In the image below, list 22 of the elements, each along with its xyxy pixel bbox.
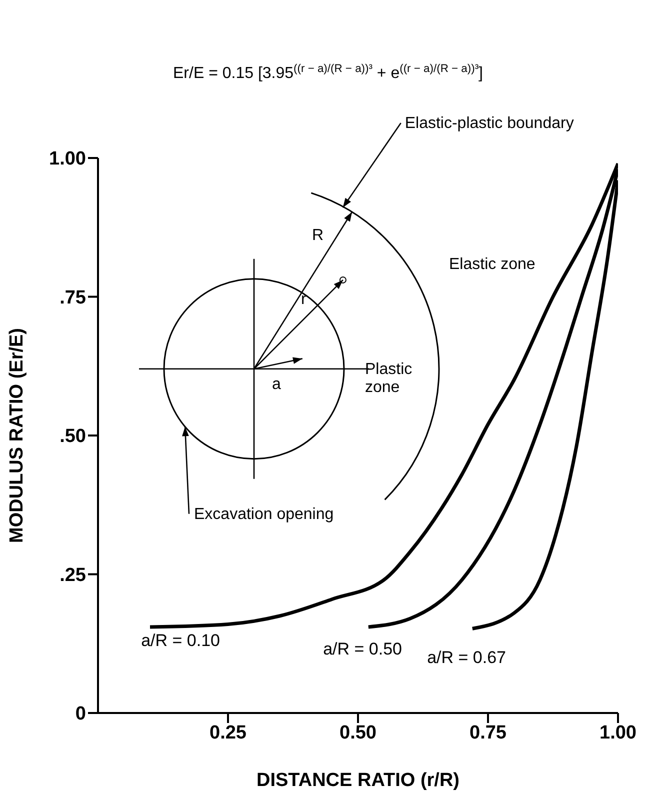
annotation: Excavation opening — [194, 506, 334, 523]
x-tick-label: 0.50 — [340, 722, 376, 744]
y-tick-label: 0 — [75, 704, 86, 725]
annotation: Plastic zone — [365, 360, 412, 396]
annotation: a — [272, 376, 281, 393]
y-axis-title: MODULUS RATIO (Er/E) — [6, 328, 28, 543]
series-label: a/R = 0.50 — [323, 640, 402, 659]
annotation: Elastic zone — [449, 256, 536, 273]
x-tick-label: 0.75 — [470, 722, 507, 744]
y-tick-label: .75 — [60, 287, 86, 308]
y-tick-label: 1.00 — [49, 148, 86, 170]
x-tick-label: 0.25 — [210, 722, 247, 744]
x-axis-title: DISTANCE RATIO (r/R) — [256, 770, 460, 791]
annotation: R — [312, 227, 324, 244]
y-tick-label: .25 — [60, 564, 86, 586]
x-tick-label: 1.00 — [600, 722, 636, 744]
series-label: a/R = 0.67 — [427, 648, 506, 668]
series-label: a/R = 0.10 — [141, 631, 220, 650]
annotation: r — [300, 290, 307, 308]
text: Er/E = 0.15 [3.95$^{((r − a)/(R − a))³}$ + e$^{((r − a)/(R − a))³}$] — [173, 63, 483, 82]
text: Elastic-plastic boundary — [404, 115, 574, 132]
y-tick-label: .50 — [60, 426, 86, 448]
